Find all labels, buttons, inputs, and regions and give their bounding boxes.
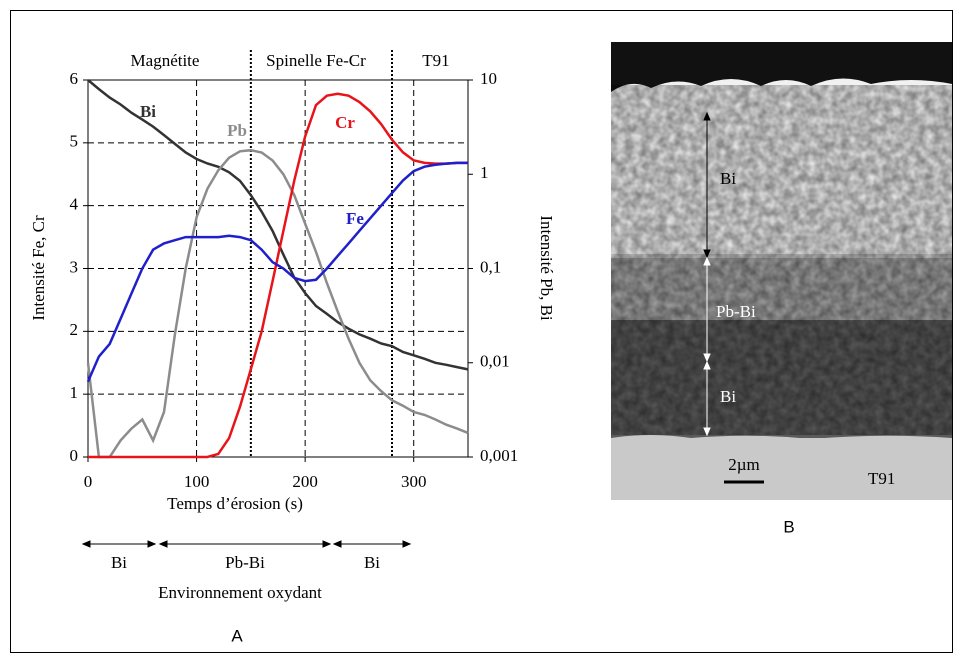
series-label: Cr [335, 113, 355, 132]
y2-tick-label: 1 [480, 163, 489, 182]
y2-tick-label: 0,001 [480, 446, 518, 465]
frame [10, 10, 953, 653]
y2-tick-label: 0,01 [480, 352, 510, 371]
y2-tick-label: 0,1 [480, 257, 501, 276]
series-label: Pb [227, 121, 247, 140]
series-line [88, 92, 468, 459]
layer-label: Bi [720, 169, 736, 188]
series-label: Bi [140, 102, 156, 121]
layer-label: Pb-Bi [716, 302, 756, 321]
layer-arrows [703, 111, 711, 259]
y-tick-label: 5 [70, 132, 79, 151]
x-tick-label: 300 [401, 472, 427, 491]
env-segment: Bi [364, 553, 380, 572]
env-arrows [81, 540, 412, 548]
series-line [87, 79, 469, 371]
series-line [86, 148, 469, 459]
y2-axis-label: Intensité Pb, Bi [537, 215, 556, 321]
panel-label: A [231, 626, 243, 645]
y-axis-label: Intensité Fe, Cr [29, 215, 48, 321]
y2-tick-label: 10 [480, 69, 497, 88]
y-tick-label: 0 [70, 446, 79, 465]
series-line [86, 161, 468, 383]
y-tick-label: 2 [70, 320, 79, 339]
y-tick-label: 1 [70, 383, 79, 402]
layer-label: Bi [720, 387, 736, 406]
substrate-label: T91 [868, 469, 895, 488]
x-tick-label: 100 [184, 472, 210, 491]
layer-arrows [703, 256, 711, 437]
panel-label: B [783, 517, 794, 536]
series-label: Fe [346, 209, 364, 228]
x-tick-label: 0 [84, 472, 93, 491]
env-segment: Pb-Bi [225, 553, 265, 572]
scale-bar-label: 2µm [728, 455, 760, 474]
zone-label: T91 [422, 51, 449, 70]
zone-label: Magnétite [131, 51, 200, 70]
x-axis-label: Temps d’érosion (s) [167, 494, 303, 513]
y-tick-label: 3 [70, 257, 79, 276]
y-tick-label: 4 [70, 195, 79, 214]
x-tick-label: 200 [292, 472, 318, 491]
zone-label: Spinelle Fe-Cr [266, 51, 366, 70]
env-segment: Bi [111, 553, 127, 572]
y-tick-label: 6 [70, 69, 79, 88]
env-label: Environnement oxydant [158, 583, 322, 602]
micrograph [611, 42, 952, 500]
